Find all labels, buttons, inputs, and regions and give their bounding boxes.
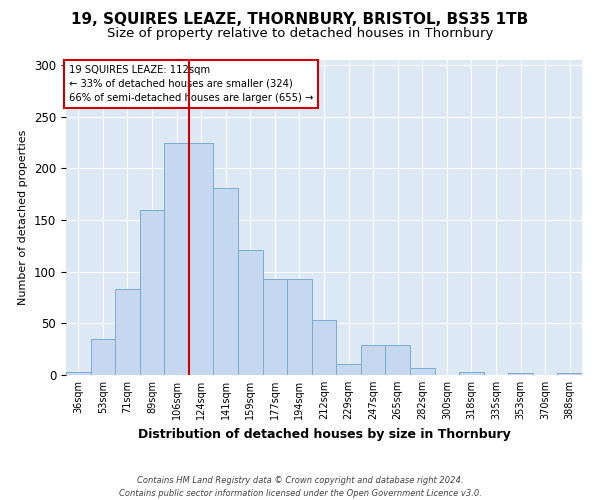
Bar xyxy=(410,368,434,375)
Text: 19 SQUIRES LEAZE: 112sqm
← 33% of detached houses are smaller (324)
66% of semi-: 19 SQUIRES LEAZE: 112sqm ← 33% of detach… xyxy=(68,64,313,102)
Bar xyxy=(508,373,533,375)
X-axis label: Distribution of detached houses by size in Thornbury: Distribution of detached houses by size … xyxy=(137,428,511,440)
Bar xyxy=(459,372,484,375)
Bar xyxy=(287,279,312,375)
Bar xyxy=(140,210,164,375)
Y-axis label: Number of detached properties: Number of detached properties xyxy=(19,130,28,305)
Bar xyxy=(263,279,287,375)
Bar xyxy=(557,373,582,375)
Bar xyxy=(336,364,361,375)
Bar xyxy=(385,345,410,375)
Bar xyxy=(115,290,140,375)
Bar xyxy=(238,250,263,375)
Bar xyxy=(164,142,189,375)
Bar xyxy=(91,339,115,375)
Bar xyxy=(361,345,385,375)
Bar xyxy=(189,142,214,375)
Text: Size of property relative to detached houses in Thornbury: Size of property relative to detached ho… xyxy=(107,28,493,40)
Text: Contains HM Land Registry data © Crown copyright and database right 2024.
Contai: Contains HM Land Registry data © Crown c… xyxy=(119,476,481,498)
Bar xyxy=(66,372,91,375)
Bar xyxy=(214,188,238,375)
Text: 19, SQUIRES LEAZE, THORNBURY, BRISTOL, BS35 1TB: 19, SQUIRES LEAZE, THORNBURY, BRISTOL, B… xyxy=(71,12,529,28)
Bar xyxy=(312,320,336,375)
